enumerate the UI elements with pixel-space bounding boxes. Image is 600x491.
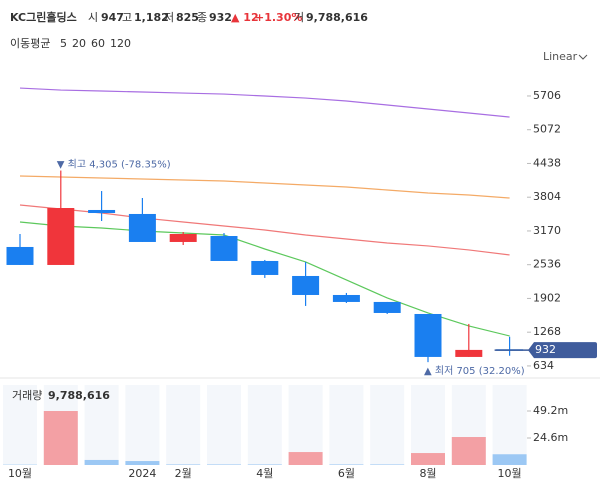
legend-entry: 20 — [72, 37, 86, 50]
high-annotation: ▼ 최고 4,305 (-78.35%) — [57, 159, 171, 171]
price-tag — [528, 342, 597, 359]
low-label: 저 — [164, 11, 174, 24]
dropdown-icon — [578, 54, 588, 60]
volume-column-bg — [247, 385, 282, 465]
x-tick-label: 2024 — [128, 467, 156, 480]
candle-body — [251, 260, 279, 275]
volume-column-bg — [3, 385, 37, 465]
x-tick-label: 4월 — [256, 467, 273, 480]
y-tick-label: 1902 — [533, 291, 561, 304]
volume-bar — [329, 464, 364, 465]
legend-entry: 5 — [60, 37, 67, 50]
volume-bar — [125, 461, 160, 465]
volume-bar — [370, 464, 405, 465]
volume-column-bg — [329, 385, 364, 465]
candle-body — [414, 313, 442, 357]
y-tick-label: 5706 — [533, 89, 561, 102]
volume-column-bg — [288, 385, 323, 465]
volume-column-bg — [411, 385, 445, 465]
high: 1,182 — [134, 11, 169, 24]
moving-average-line — [19, 175, 510, 199]
moving-average-line — [19, 221, 510, 337]
volume-bar — [207, 464, 241, 465]
y-tick-label: 2536 — [533, 258, 561, 271]
legend-title: 이동평균 — [10, 37, 50, 50]
legend-entry: 120 — [110, 37, 131, 50]
close: 932 — [209, 11, 232, 24]
volume-column-bg — [84, 385, 119, 465]
volume-bar — [411, 453, 445, 465]
volume-label: 거 — [294, 11, 304, 24]
candle-body — [88, 209, 116, 214]
change: ▲ 12 — [231, 11, 259, 24]
x-tick-label: 10월 — [498, 467, 522, 480]
volume-bar — [43, 411, 78, 465]
low-annotation: ▲ 최저 705 (32.20%) — [424, 365, 525, 377]
price-tag-label: 932 — [535, 343, 556, 356]
legend-entry: 60 — [91, 37, 105, 50]
y-tick-label: 634 — [533, 359, 554, 372]
close-label: 종 — [197, 11, 207, 24]
change-pct: +1.30% — [255, 11, 302, 24]
volume-column-bg — [166, 385, 201, 465]
volume-bar — [288, 452, 323, 465]
volume: 9,788,616 — [306, 11, 368, 24]
y-tick-label: 4438 — [533, 156, 561, 169]
volume-title: 거래량 — [12, 389, 42, 402]
volume-tick-label: 49.2m — [533, 404, 568, 417]
volume-bar — [492, 454, 527, 465]
x-tick-label: 8월 — [419, 467, 436, 480]
volume-column-bg — [125, 385, 160, 465]
open: 947 — [101, 11, 124, 24]
candle-body — [210, 236, 238, 261]
volume-tick-label: 24.6m — [533, 431, 568, 444]
candle-body — [6, 246, 34, 265]
candle-body — [47, 208, 75, 265]
y-tick-label: 5072 — [533, 123, 561, 136]
candle-body — [332, 294, 360, 302]
volume-bar — [451, 437, 486, 465]
open-label: 시 — [88, 11, 98, 24]
x-tick-label: 6월 — [338, 467, 355, 480]
volume-current: 9,788,616 — [48, 389, 110, 402]
volume-bar — [166, 464, 201, 465]
volume-column-bg — [207, 385, 241, 465]
volume-column-bg — [370, 385, 405, 465]
candle-body — [169, 233, 197, 242]
x-tick-label: 2월 — [175, 467, 192, 480]
candle-body — [373, 301, 401, 313]
y-tick-label: 3804 — [533, 190, 561, 203]
y-tick-label: 1268 — [533, 325, 561, 338]
volume-bar — [84, 459, 119, 465]
candle-body — [455, 349, 483, 357]
low: 825 — [176, 11, 199, 24]
x-tick-label: 10월 — [8, 467, 32, 480]
volume-bar — [247, 464, 282, 465]
high-label: 고 — [122, 11, 132, 24]
moving-average-line — [19, 87, 510, 118]
y-tick-label: 3170 — [533, 224, 561, 237]
volume-column-bg — [492, 385, 527, 465]
scale-mode[interactable]: Linear — [543, 50, 578, 63]
candle-body — [292, 275, 320, 295]
stock-name: KC그린홀딩스 — [10, 10, 77, 24]
candle-body — [128, 213, 156, 242]
